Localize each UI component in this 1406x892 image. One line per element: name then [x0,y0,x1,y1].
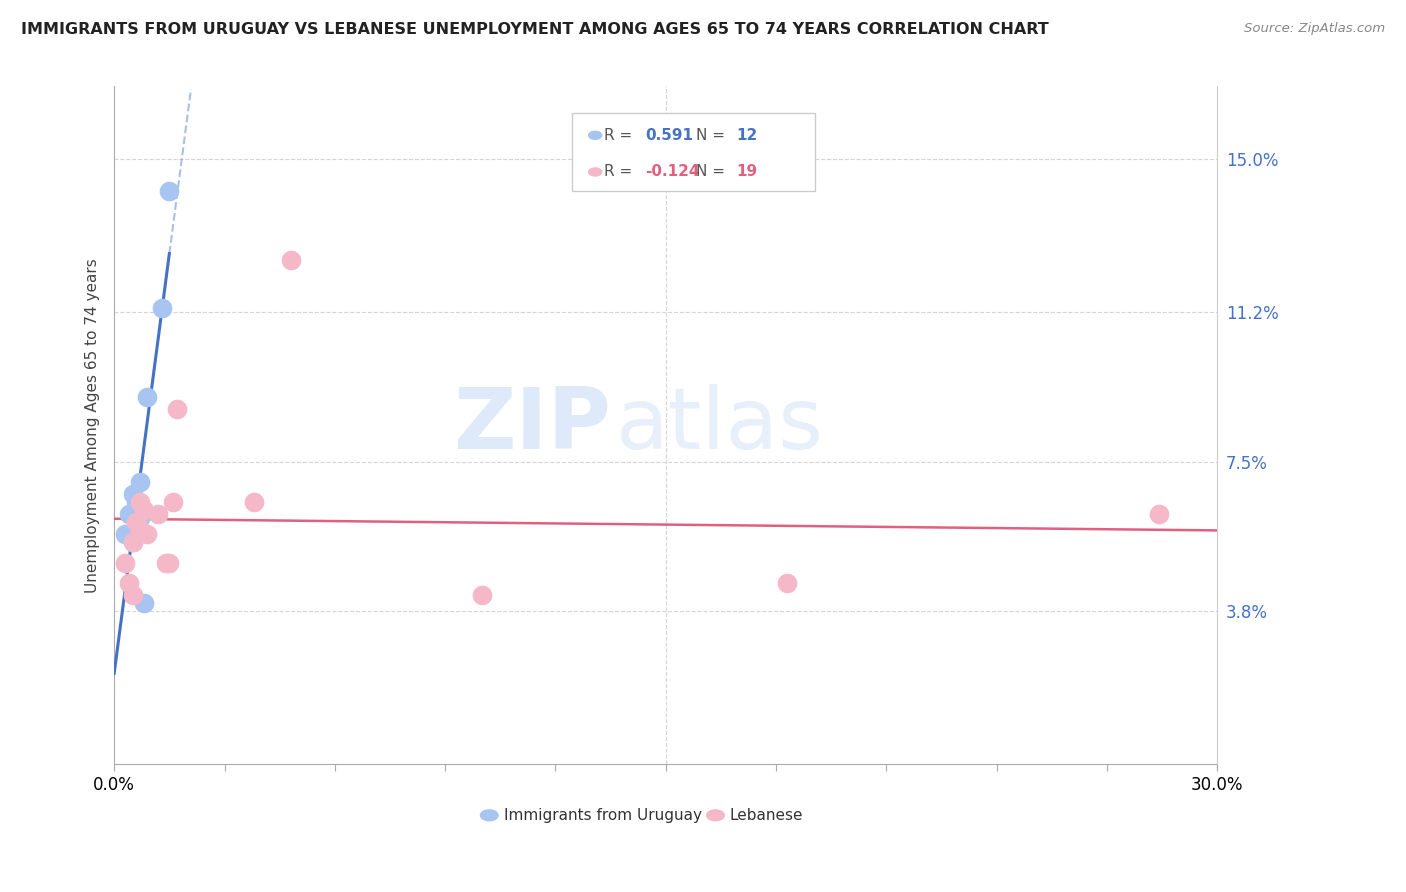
Text: ZIP: ZIP [453,384,610,467]
Text: R =: R = [605,128,637,143]
Point [121,535,143,549]
Point [136,527,159,541]
Text: N =: N = [696,128,730,143]
Text: Source: ZipAtlas.com: Source: ZipAtlas.com [1244,22,1385,36]
Point [148,507,170,521]
Point [125,516,148,530]
Point [121,487,143,501]
Point [157,556,180,570]
Point [132,596,155,610]
Text: 12: 12 [737,128,758,143]
Text: -0.124: -0.124 [645,164,699,179]
Circle shape [707,810,724,821]
Point [280,252,302,267]
Point [129,511,152,525]
Point [121,535,143,549]
Point [155,556,177,570]
Text: N =: N = [696,164,730,179]
Text: Immigrants from Uruguay: Immigrants from Uruguay [503,808,702,822]
FancyBboxPatch shape [572,113,814,192]
Point [136,390,159,404]
Circle shape [589,131,602,139]
Circle shape [589,168,602,176]
Point [157,184,180,198]
Circle shape [481,810,498,821]
Point [1147,507,1170,521]
Text: atlas: atlas [616,384,824,467]
Point [150,301,173,316]
Point [166,402,188,417]
Point [129,495,152,509]
Point [162,495,184,509]
Point [776,575,799,590]
Point [121,588,143,602]
Point [471,588,494,602]
Text: R =: R = [605,164,637,179]
Point [243,495,266,509]
Point [114,527,136,541]
Point [114,556,136,570]
Point [125,495,148,509]
Y-axis label: Unemployment Among Ages 65 to 74 years: Unemployment Among Ages 65 to 74 years [86,258,100,593]
Point [129,524,152,538]
Text: Lebanese: Lebanese [730,808,803,822]
Point [125,524,148,538]
Text: 19: 19 [737,164,758,179]
Point [118,575,141,590]
Point [129,475,152,489]
Point [132,503,155,517]
Point [118,507,141,521]
Text: IMMIGRANTS FROM URUGUAY VS LEBANESE UNEMPLOYMENT AMONG AGES 65 TO 74 YEARS CORRE: IMMIGRANTS FROM URUGUAY VS LEBANESE UNEM… [21,22,1049,37]
Text: 0.591: 0.591 [645,128,693,143]
